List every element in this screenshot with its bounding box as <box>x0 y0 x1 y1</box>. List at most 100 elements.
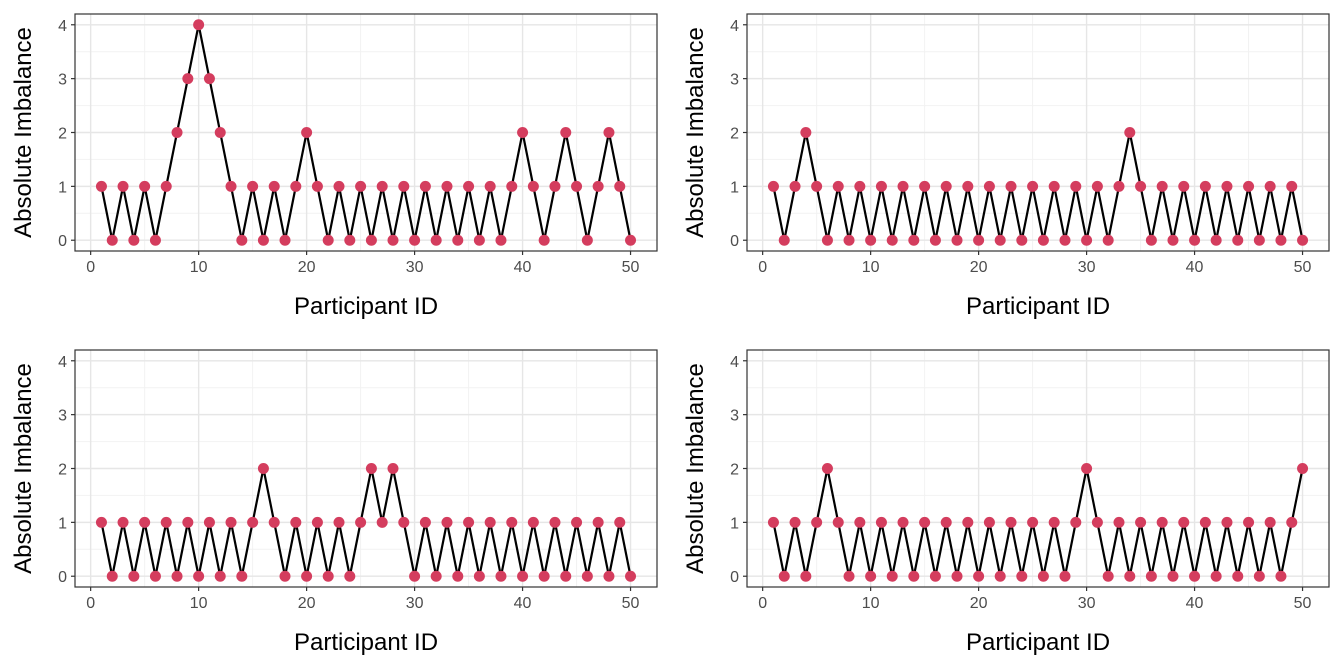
data-point <box>843 570 855 582</box>
data-point <box>527 516 539 528</box>
x-axis-title: Participant ID <box>294 629 438 656</box>
data-point <box>171 570 183 582</box>
data-point <box>854 180 866 192</box>
data-point <box>495 570 507 582</box>
data-point <box>322 234 334 246</box>
data-point <box>247 516 259 528</box>
data-point <box>1059 234 1071 246</box>
data-point <box>983 516 995 528</box>
data-point <box>1167 234 1179 246</box>
y-tick-label: 2 <box>58 462 67 479</box>
data-point <box>387 463 399 474</box>
data-point <box>875 516 887 528</box>
x-tick-label: 30 <box>406 259 424 276</box>
data-point <box>1232 570 1244 582</box>
data-point <box>160 516 172 528</box>
data-point <box>1081 463 1093 474</box>
data-point <box>625 234 637 246</box>
data-point <box>149 570 161 582</box>
data-point <box>994 570 1006 582</box>
x-tick-label: 10 <box>190 595 208 612</box>
data-point <box>355 180 367 192</box>
data-point <box>962 516 974 528</box>
data-point <box>854 516 866 528</box>
data-point <box>1243 180 1255 192</box>
data-point <box>581 234 593 246</box>
x-tick-label: 40 <box>514 259 532 276</box>
y-tick-label: 1 <box>58 515 67 532</box>
data-point <box>592 180 604 192</box>
x-tick-label: 40 <box>514 595 532 612</box>
data-point <box>344 570 356 582</box>
data-point <box>419 180 431 192</box>
data-point <box>1081 234 1093 246</box>
series-line <box>100 467 632 578</box>
x-tick-label: 50 <box>622 595 640 612</box>
data-point <box>1124 127 1136 138</box>
data-point <box>1091 516 1103 528</box>
data-point <box>441 516 453 528</box>
y-tick-label: 4 <box>730 354 739 371</box>
data-point <box>614 180 626 192</box>
y-tick-label: 0 <box>58 233 67 250</box>
data-point <box>1264 516 1276 528</box>
data-point <box>929 234 941 246</box>
data-point <box>430 570 442 582</box>
data-point <box>236 570 248 582</box>
x-tick-label: 30 <box>1078 259 1096 276</box>
x-axis-title: Participant ID <box>966 293 1110 320</box>
data-point <box>832 516 844 528</box>
data-point <box>865 570 877 582</box>
data-point <box>1286 180 1298 192</box>
data-point <box>1005 180 1017 192</box>
data-point <box>1113 516 1125 528</box>
data-point <box>311 516 323 528</box>
data-point <box>811 180 823 192</box>
data-point <box>452 234 464 246</box>
data-point <box>398 516 410 528</box>
data-point <box>95 180 107 192</box>
data-point <box>268 180 280 192</box>
data-point <box>1199 180 1211 192</box>
data-point <box>919 180 931 192</box>
data-point <box>344 234 356 246</box>
data-point <box>1027 516 1039 528</box>
data-point <box>506 180 518 192</box>
data-point <box>365 463 377 474</box>
series-line <box>772 467 1304 578</box>
data-point <box>560 127 572 138</box>
data-point <box>1286 516 1298 528</box>
data-point <box>1253 234 1265 246</box>
data-point <box>1297 234 1309 246</box>
data-point <box>1264 180 1276 192</box>
y-tick-label: 4 <box>730 18 739 35</box>
x-tick-label: 10 <box>190 259 208 276</box>
data-point <box>1199 516 1211 528</box>
data-point <box>1070 516 1082 528</box>
data-point <box>865 234 877 246</box>
data-point <box>203 73 215 85</box>
data-point <box>290 516 302 528</box>
data-point <box>1253 570 1265 582</box>
data-point <box>517 127 529 138</box>
data-point <box>886 234 898 246</box>
data-point <box>951 234 963 246</box>
data-point <box>940 516 952 528</box>
series-line <box>772 131 1304 242</box>
data-point <box>1210 234 1222 246</box>
data-point <box>1221 516 1233 528</box>
y-tick-label: 3 <box>58 408 67 425</box>
data-point <box>821 234 833 246</box>
x-axis-title: Participant ID <box>294 293 438 320</box>
data-point <box>800 570 812 582</box>
data-point <box>843 234 855 246</box>
data-point <box>1221 180 1233 192</box>
data-point <box>527 180 539 192</box>
data-point <box>1145 570 1157 582</box>
data-point <box>1243 516 1255 528</box>
data-point <box>919 516 931 528</box>
data-point <box>1016 234 1028 246</box>
x-tick-label: 20 <box>970 259 988 276</box>
data-point <box>581 570 593 582</box>
